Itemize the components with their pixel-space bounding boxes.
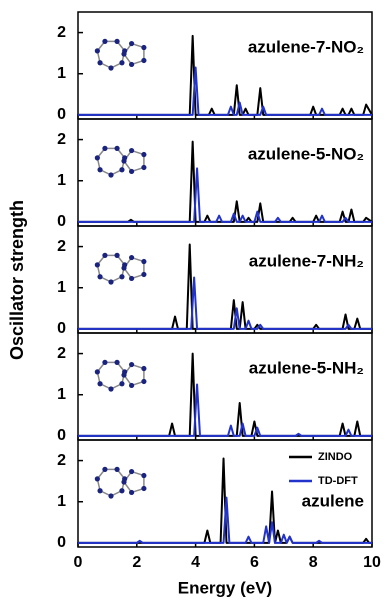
y-tick-label: 0 <box>57 213 66 230</box>
atom <box>102 146 107 151</box>
annotation: azulene-5-NO₂ <box>248 144 364 163</box>
spectrum-line <box>78 168 372 222</box>
atom <box>108 386 113 391</box>
atom <box>129 169 134 174</box>
atom <box>114 467 119 472</box>
annotation: azulene-5-NH₂ <box>249 358 364 377</box>
y-tick-label: 0 <box>57 320 66 337</box>
chart: 0 1 2 azulene-7-NO₂ 0 1 2 azulene-5-NO₂ 0 1 2 azule… <box>0 0 386 608</box>
atom <box>129 148 134 153</box>
x-tick-label: 6 <box>250 554 259 571</box>
atom <box>141 152 146 157</box>
y-tick-label: 1 <box>57 172 66 189</box>
atom <box>141 259 146 264</box>
atom <box>108 493 113 498</box>
annotation: azulene-7-NH₂ <box>249 251 364 270</box>
atom <box>129 383 134 388</box>
y-tick-label: 1 <box>57 493 66 510</box>
y-tick-label: 0 <box>57 427 66 444</box>
plot-frame <box>78 12 372 119</box>
x-tick-label: 10 <box>363 554 381 571</box>
y-tick-label: 2 <box>57 131 66 148</box>
atom <box>119 167 124 172</box>
x-axis-label: Energy (eV) <box>178 578 272 597</box>
atom <box>129 41 134 46</box>
atom <box>141 473 146 478</box>
y-tick-label: 0 <box>57 106 66 123</box>
y-axis-label: Oscillator strength <box>7 200 27 360</box>
atom <box>97 488 102 493</box>
y-tick-label: 1 <box>57 386 66 403</box>
atom <box>95 262 100 267</box>
atom <box>119 381 124 386</box>
atom <box>121 479 126 484</box>
atom <box>141 486 146 491</box>
y-tick-label: 2 <box>57 238 66 255</box>
atom <box>95 155 100 160</box>
atom <box>108 172 113 177</box>
atom <box>114 146 119 151</box>
x-tick-label: 0 <box>74 554 83 571</box>
x-tick-label: 4 <box>191 554 200 571</box>
atom <box>129 362 134 367</box>
y-tick-label: 1 <box>57 279 66 296</box>
atom <box>119 60 124 65</box>
atom <box>141 45 146 50</box>
atom <box>129 469 134 474</box>
y-tick-label: 0 <box>57 534 66 551</box>
atom <box>119 488 124 493</box>
atom <box>114 253 119 258</box>
y-tick-label: 1 <box>57 65 66 82</box>
x-tick-label: 8 <box>309 554 318 571</box>
y-tick-label: 2 <box>57 452 66 469</box>
atom <box>129 490 134 495</box>
atom <box>108 279 113 284</box>
y-tick-label: 2 <box>57 345 66 362</box>
atom <box>129 62 134 67</box>
atom <box>141 165 146 170</box>
atom <box>97 60 102 65</box>
atom <box>129 276 134 281</box>
annotation: azulene-7-NO₂ <box>248 37 364 56</box>
legend-label: TD-DFT <box>318 475 358 487</box>
atom <box>129 255 134 260</box>
atom <box>97 274 102 279</box>
atom <box>97 167 102 172</box>
atom <box>119 274 124 279</box>
plot-frame <box>78 226 372 333</box>
atom <box>141 379 146 384</box>
atom <box>121 265 126 270</box>
plot-frame <box>78 333 372 440</box>
atom <box>102 467 107 472</box>
x-tick-label: 2 <box>132 554 141 571</box>
atom <box>102 39 107 44</box>
spectrum-line <box>78 384 372 435</box>
spectrum-line <box>78 68 372 115</box>
y-tick-label: 2 <box>57 24 66 41</box>
atom <box>121 158 126 163</box>
spectrum-line <box>78 277 372 328</box>
atom <box>121 51 126 56</box>
atom <box>121 372 126 377</box>
plot-frame <box>78 119 372 226</box>
atom <box>102 253 107 258</box>
atom <box>141 272 146 277</box>
atom <box>95 369 100 374</box>
atom <box>102 360 107 365</box>
atom <box>95 48 100 53</box>
atom <box>141 58 146 63</box>
legend-label: ZINDO <box>318 451 353 463</box>
atom <box>141 366 146 371</box>
atom <box>108 65 113 70</box>
atom <box>114 360 119 365</box>
atom <box>95 476 100 481</box>
atom <box>114 39 119 44</box>
annotation: azulene <box>302 491 364 510</box>
atom <box>97 381 102 386</box>
